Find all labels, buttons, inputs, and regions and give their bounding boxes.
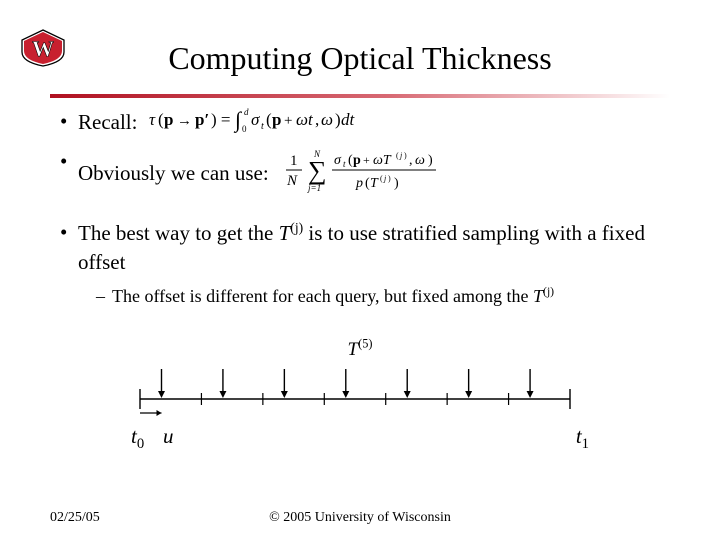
slide-title: Computing Optical Thickness xyxy=(50,40,670,77)
svg-text:W: W xyxy=(32,36,54,61)
bullet-recall-label: Recall: xyxy=(78,110,137,134)
svg-text:j: j xyxy=(383,174,387,183)
stratified-diagram: T(5) t0 u t1 xyxy=(135,337,585,452)
svg-text:p: p xyxy=(164,110,173,129)
svg-text:) =: ) = xyxy=(211,110,231,129)
bullet-obviously: • Obviously we can use: 1 N ∑ N j=1 σ xyxy=(60,147,670,203)
svg-text:,: , xyxy=(315,110,319,129)
t-j-var: T(j) xyxy=(279,221,304,245)
t5-label: T(5) xyxy=(348,339,373,360)
svg-text:d: d xyxy=(244,107,249,117)
svg-text:dt: dt xyxy=(341,110,356,129)
svg-text:p: p xyxy=(355,176,363,191)
formula-tau: τ ( p → p′ ) = ∫ d 0 σ t ( p + ω xyxy=(149,107,379,141)
svg-text:ω: ω xyxy=(321,110,333,129)
bullet-stratified-pre: The best way to get the xyxy=(78,221,279,245)
svg-text:p′: p′ xyxy=(195,110,209,129)
svg-text:N: N xyxy=(313,149,321,159)
svg-text:+: + xyxy=(284,113,292,129)
svg-text:t: t xyxy=(343,159,346,169)
bullet-stratified: • The best way to get the T(j) is to use… xyxy=(60,218,670,278)
bullet-recall: • Recall: τ ( p → p′ ) = ∫ d 0 σ xyxy=(60,107,670,141)
svg-text:+: + xyxy=(363,153,370,167)
svg-text:): ) xyxy=(388,174,391,183)
svg-text:): ) xyxy=(335,110,341,129)
svg-text:t: t xyxy=(261,121,264,132)
footer: 02/25/05 © 2005 University of Wisconsin xyxy=(50,510,670,526)
svg-text:∑: ∑ xyxy=(308,156,327,185)
sub-bullet-offset: – The offset is different for each query… xyxy=(96,284,670,309)
svg-text:→: → xyxy=(177,113,192,129)
svg-text:p: p xyxy=(353,153,361,168)
t1-label: t1 xyxy=(576,424,589,453)
svg-text:ωt: ωt xyxy=(296,110,314,129)
svg-text:): ) xyxy=(404,151,407,160)
diagram-svg xyxy=(135,363,585,419)
sub-bullet-pre: The offset is different for each query, … xyxy=(112,286,533,306)
svg-text:(: ( xyxy=(396,151,399,160)
wisconsin-logo: W xyxy=(18,28,68,68)
t0-label: t0 xyxy=(131,424,144,453)
svg-text:j: j xyxy=(399,151,403,160)
bullet-obviously-label: Obviously we can use: xyxy=(78,161,269,185)
svg-text:,: , xyxy=(409,153,413,168)
svg-text:(: ( xyxy=(380,174,383,183)
svg-text:p: p xyxy=(272,110,281,129)
svg-text:): ) xyxy=(394,176,399,191)
svg-text:ωT: ωT xyxy=(373,153,392,168)
t-j-var-sub: T(j) xyxy=(533,286,554,306)
svg-text:N: N xyxy=(286,173,298,189)
svg-text:1: 1 xyxy=(290,153,298,169)
svg-text:): ) xyxy=(428,153,433,168)
formula-estimator: 1 N ∑ N j=1 σ t ( p + ωT ( xyxy=(284,147,494,203)
svg-text:σ: σ xyxy=(251,110,260,129)
svg-text:τ: τ xyxy=(149,110,156,129)
title-underline xyxy=(50,85,670,89)
bullet-list: • Recall: τ ( p → p′ ) = ∫ d 0 σ xyxy=(50,107,670,309)
u-label: u xyxy=(163,424,174,449)
svg-text:σ: σ xyxy=(334,153,342,168)
footer-copyright: © 2005 University of Wisconsin xyxy=(50,510,670,526)
svg-text:j=1: j=1 xyxy=(307,183,321,193)
svg-text:0: 0 xyxy=(242,124,247,133)
svg-text:ω: ω xyxy=(415,153,425,168)
svg-text:T: T xyxy=(370,176,379,191)
